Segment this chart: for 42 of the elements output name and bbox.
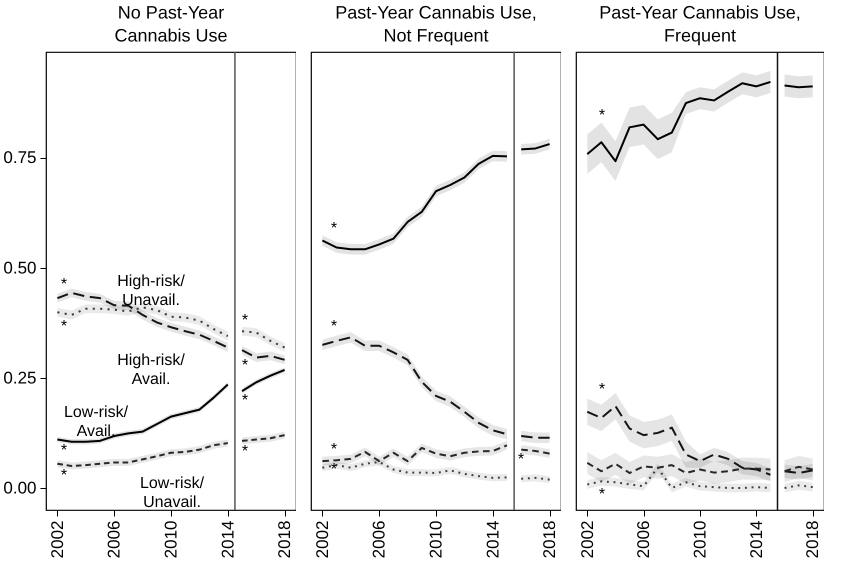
- annotation: *: [242, 312, 248, 329]
- x-tick-label: 2018: [540, 520, 560, 558]
- chart-title: Past-Year Cannabis Use, Frequent: [599, 2, 801, 46]
- x-tick-label: 2002: [312, 520, 332, 558]
- x-tick-label: 2010: [690, 520, 710, 558]
- y-tick-label: 0.50: [3, 258, 36, 278]
- y-tick-label: 0.25: [3, 368, 36, 388]
- annotation: *: [60, 276, 68, 293]
- annotation: High-risk/ Avail.: [117, 352, 186, 388]
- x-tick-label: 2006: [634, 520, 654, 558]
- x-tick-label: 2014: [483, 520, 502, 558]
- x-tick-label: 2014: [746, 520, 766, 558]
- x-tick-label: 2010: [426, 520, 446, 558]
- chart-title: No Past-Year Cannabis Use: [114, 2, 228, 46]
- x-tick-label: 2018: [803, 520, 822, 558]
- annotation: High-risk/ Unavail.: [117, 273, 186, 309]
- annotation: *: [330, 220, 338, 237]
- annotation: *: [330, 318, 338, 335]
- annotation: *: [330, 441, 338, 458]
- annotation: *: [598, 107, 606, 124]
- annotation: *: [242, 392, 248, 409]
- x-tick-label: 2014: [218, 520, 238, 558]
- y-tick-label: 0.00: [3, 478, 36, 498]
- annotation: *: [60, 467, 68, 484]
- x-tick-label: 2002: [578, 520, 597, 558]
- annotation: *: [518, 451, 524, 468]
- annotation: Low-risk/ Unavail.: [140, 475, 205, 511]
- chart-title: Past-Year Cannabis Use, Not Frequent: [335, 2, 537, 46]
- annotation: *: [60, 318, 68, 335]
- annotation: *: [242, 443, 248, 460]
- annotation: *: [598, 381, 606, 398]
- annotation: *: [598, 486, 606, 503]
- x-tick-label: 2006: [104, 520, 124, 558]
- x-tick-label: 2010: [162, 520, 180, 558]
- annotation: Low-risk/ Avail.: [64, 404, 129, 440]
- x-tick-label: 2002: [48, 520, 67, 558]
- x-tick-label: 2006: [370, 520, 389, 558]
- annotation: *: [60, 442, 68, 459]
- y-tick-label: 0.75: [3, 148, 36, 168]
- annotation: *: [330, 461, 338, 478]
- x-tick-label: 2018: [275, 520, 294, 558]
- annotation: *: [242, 357, 248, 374]
